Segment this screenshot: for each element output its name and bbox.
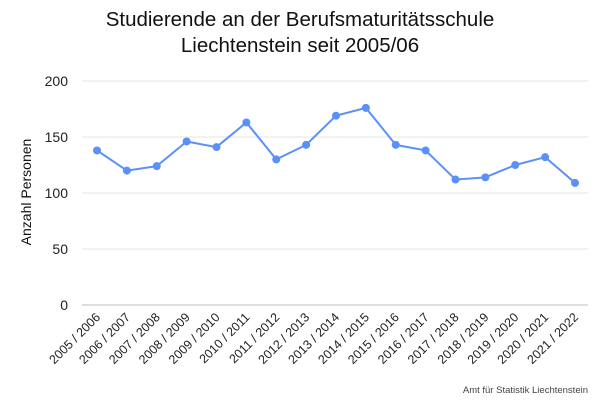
data-point [93, 146, 101, 155]
data-point [242, 118, 251, 127]
source-credit: Amt für Statistik Liechtenstein [462, 385, 588, 396]
data-point [391, 140, 400, 149]
data-point [541, 153, 550, 162]
y-tick-label: 0 [60, 297, 68, 313]
data-point [361, 103, 370, 112]
chart-title: Studierende an der Berufsmaturitätsschul… [0, 7, 600, 59]
data-point [212, 143, 221, 152]
data-point [481, 173, 490, 182]
y-tick-label: 200 [45, 73, 69, 89]
y-axis-ticks: 0 50 100 150 200 [45, 73, 69, 313]
data-point [272, 155, 281, 164]
y-tick-label: 50 [52, 241, 68, 257]
data-point [571, 178, 579, 187]
series-group [93, 103, 579, 187]
data-point [451, 175, 460, 184]
chart-title-line-2: Liechtenstein seit 2005/06 [180, 34, 420, 57]
y-tick-label: 100 [45, 185, 69, 201]
data-point [182, 137, 191, 146]
y-tick-label: 150 [45, 129, 69, 145]
data-point [302, 140, 311, 149]
data-point [511, 161, 520, 169]
data-point [152, 162, 161, 171]
data-point [122, 166, 131, 175]
chart-title-line-1: Studierende an der Berufsmaturitätsschul… [105, 8, 495, 31]
data-point [332, 111, 340, 120]
data-point [421, 146, 430, 155]
y-axis-label: Anzahl Personen [18, 139, 34, 246]
grid-lines [82, 80, 588, 306]
